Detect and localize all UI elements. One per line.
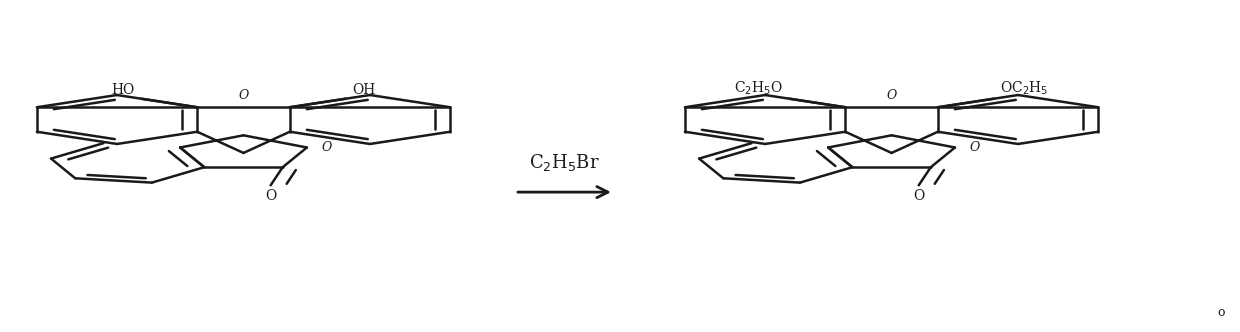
Text: O: O [913, 189, 924, 203]
Text: O: O [321, 141, 332, 154]
Text: O: O [887, 89, 897, 102]
Text: O: O [265, 189, 277, 203]
Text: HO: HO [112, 83, 135, 97]
Text: C$_2$H$_5$Br: C$_2$H$_5$Br [529, 151, 600, 173]
Text: O: O [970, 141, 980, 154]
Text: O: O [238, 89, 248, 102]
Text: OH: OH [352, 83, 376, 97]
Text: o: o [1218, 306, 1225, 319]
Text: C$_2$H$_5$O: C$_2$H$_5$O [734, 80, 782, 97]
Text: OC$_2$H$_5$: OC$_2$H$_5$ [1001, 80, 1049, 97]
